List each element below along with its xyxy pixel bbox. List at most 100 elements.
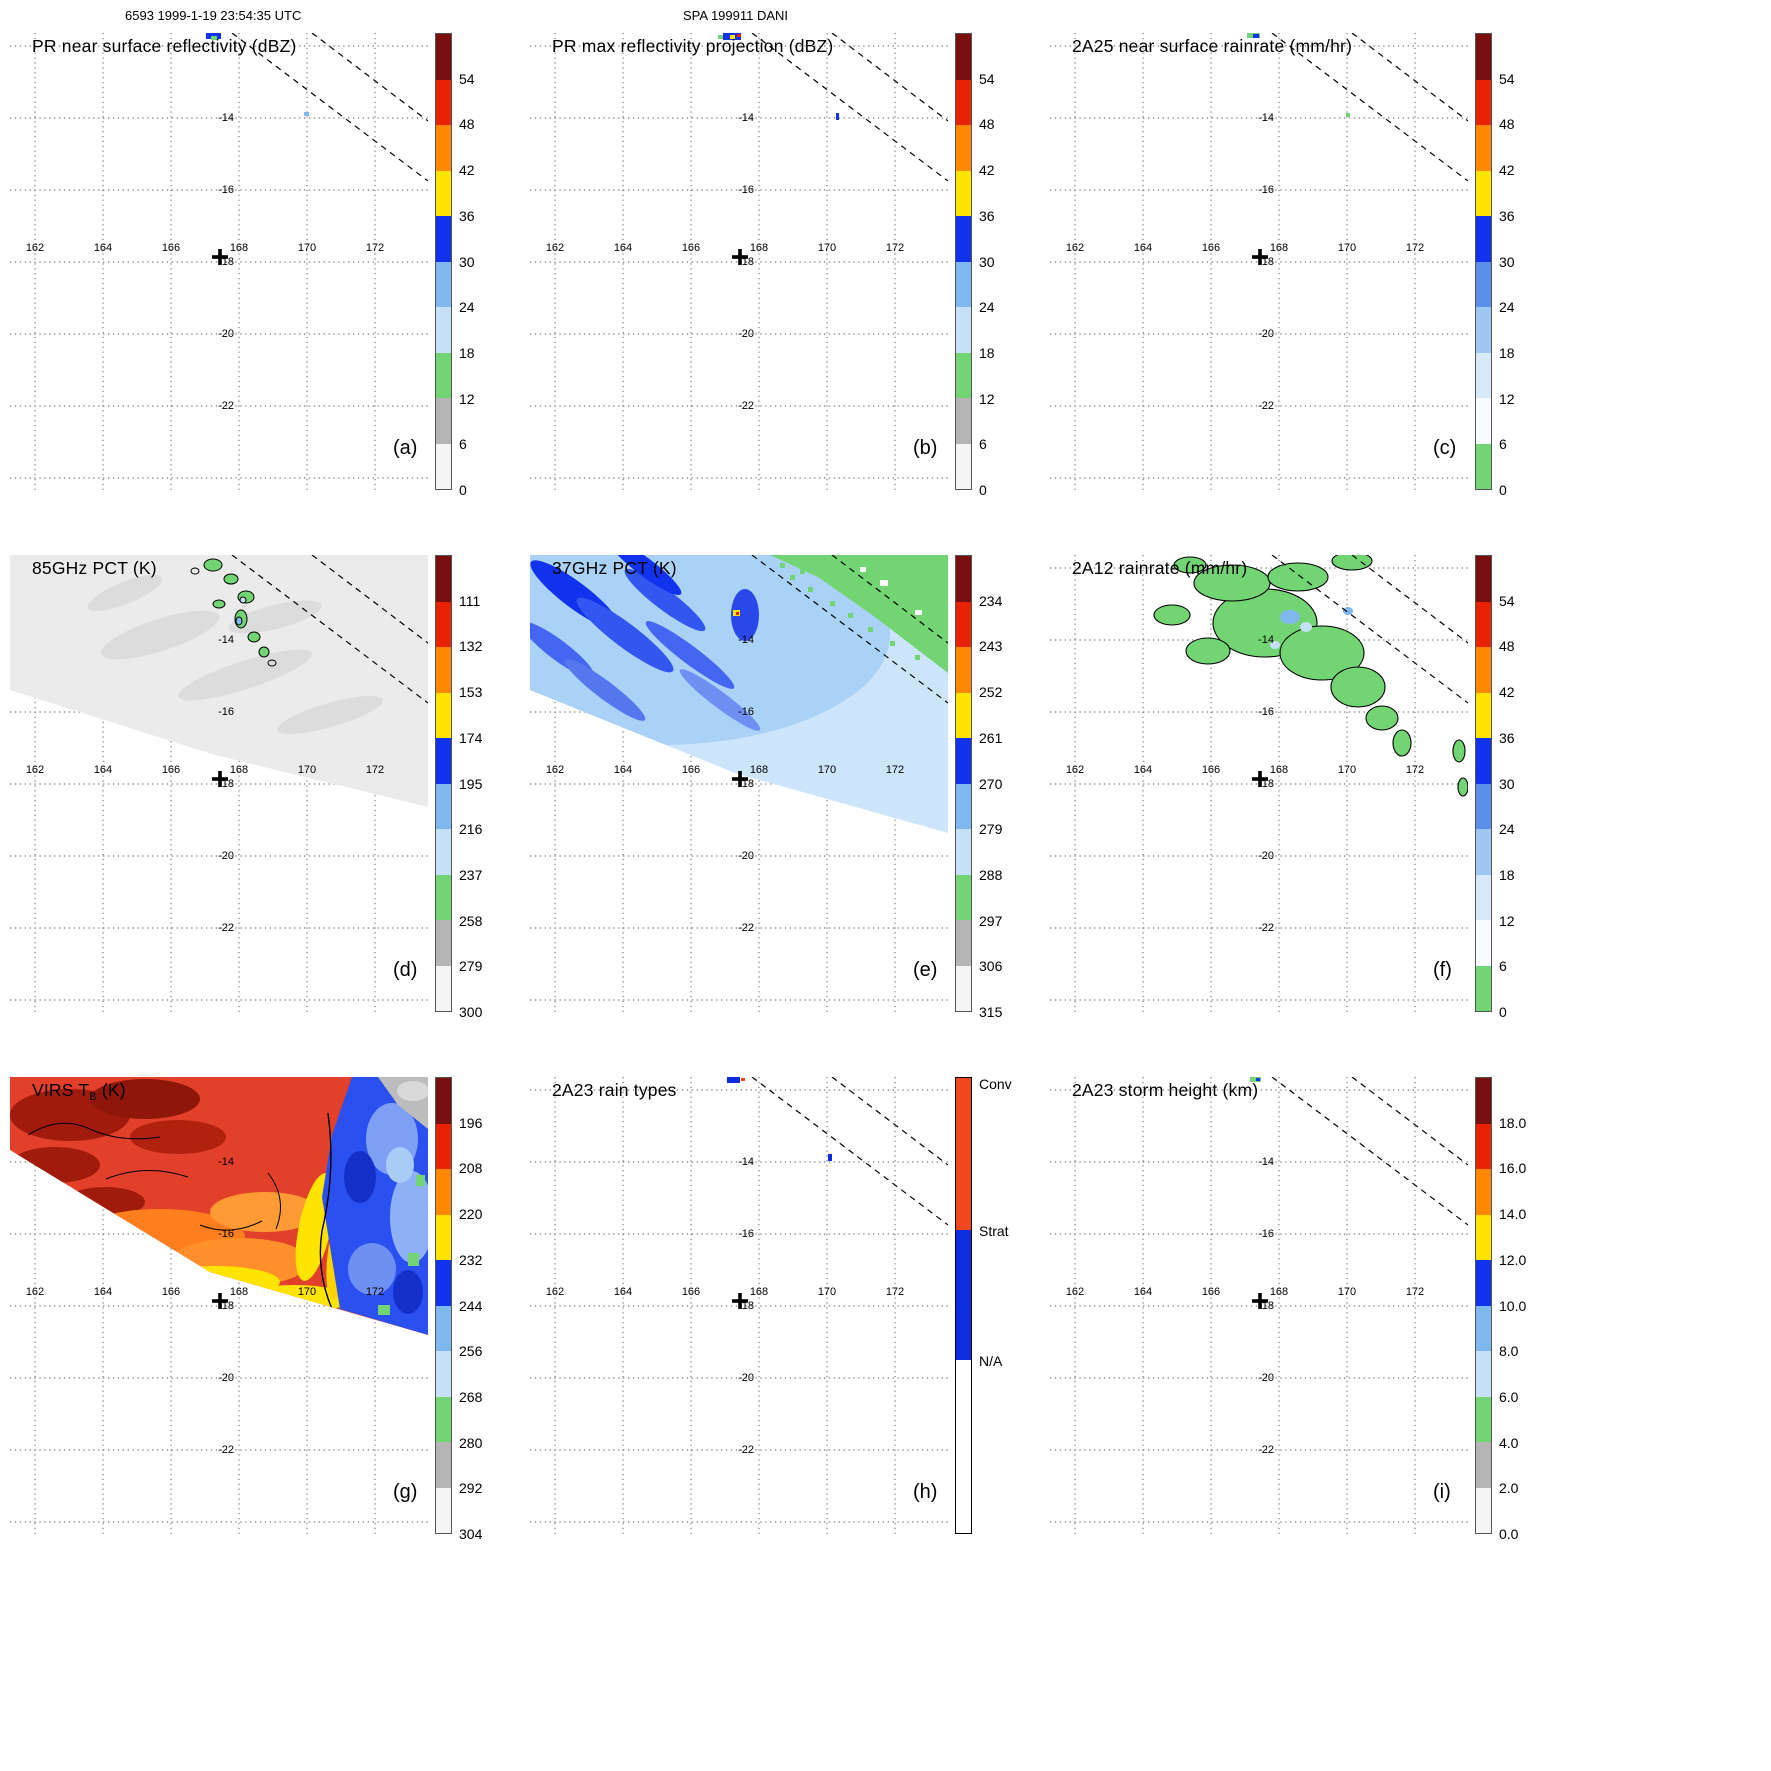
- colorbar-tick-label: 0: [1499, 482, 1507, 498]
- colorbar-tick-label: 42: [979, 162, 995, 178]
- colorbar-tick-label: 174: [459, 730, 483, 746]
- colorbar-segment: [1476, 601, 1491, 647]
- lat-tick-label: -16: [218, 706, 234, 718]
- colorbar-segment: [1476, 965, 1491, 1011]
- colorbar-segment: [436, 1487, 451, 1533]
- lat-tick-label: -14: [738, 634, 754, 646]
- pr-swath-edge-lines: [751, 555, 948, 704]
- lon-tick-label: 170: [1337, 242, 1357, 254]
- colorbar-tick-label: 153: [459, 684, 483, 700]
- colorbar-i: [1475, 1077, 1492, 1534]
- panel-e: 37GHz PCT (K) 162 164 166 168 170 172 -14 -16 -18…: [530, 555, 1046, 1027]
- colorbar-segment: [436, 443, 451, 489]
- colorbar-tick-label: 132: [459, 638, 483, 654]
- colorbar-tick-label: 30: [1499, 776, 1515, 792]
- colorbar-segment: [1476, 125, 1491, 171]
- colorbar-seg-conv: [956, 1078, 971, 1231]
- panel-a: PR near surface reflectivity (dBZ) 162 164…: [10, 33, 526, 505]
- colorbar-tick-label: 234: [979, 593, 1003, 609]
- header-orbit-time: 6593 1999-1-19 23:54:35 UTC: [125, 8, 302, 23]
- colorbar-segment: [956, 965, 971, 1011]
- lat-tick-label: -18: [738, 778, 754, 790]
- colorbar-segment: [956, 692, 971, 738]
- storm-center-cross: [732, 249, 748, 265]
- lon-tick-label: 166: [161, 764, 181, 776]
- colorbar-h: [955, 1077, 972, 1534]
- colorbar-segment: [436, 307, 451, 353]
- colorbar-tick-label: 292: [459, 1480, 483, 1496]
- pr-swath-edge-lines: [231, 33, 428, 182]
- panel-b: PR max reflectivity projection (dBZ) 162 1…: [530, 33, 1046, 505]
- panel-title-h: 2A23 rain types: [552, 1080, 677, 1103]
- colorbar-tick-label: 48: [459, 116, 475, 132]
- lat-tick-label: -14: [738, 1156, 754, 1168]
- colorbar-segment: [956, 874, 971, 920]
- colorbar-tick-label: 24: [459, 299, 475, 315]
- lon-tick-label: 164: [93, 1286, 113, 1298]
- colorbar-segment: [1476, 874, 1491, 920]
- lat-tick-label: -16: [738, 1228, 754, 1240]
- colorbar-segment: [436, 920, 451, 966]
- lon-tick-label: 168: [749, 1286, 769, 1298]
- panel-title-subscript: B: [89, 1091, 97, 1103]
- colorbar-tick-label: 0: [979, 482, 987, 498]
- pct37-field: [530, 555, 948, 745]
- colorbar-tick-label: 48: [1499, 638, 1515, 654]
- panel-letter-c: (c): [1433, 437, 1457, 459]
- colorbar-segment: [1476, 307, 1491, 353]
- lat-tick-label: -16: [218, 1228, 234, 1240]
- lon-tick-label: 164: [1133, 764, 1153, 776]
- colorbar-segment: [1476, 738, 1491, 784]
- panel-title-text: PR near surface reflectivity (dBZ): [32, 36, 297, 56]
- panel-d: 85GHz PCT (K) 162 164 166 168 170 172 -14 -16 -18…: [10, 555, 526, 1027]
- colorbar-segment: [436, 783, 451, 829]
- colorbar-segment: [436, 170, 451, 216]
- lon-tick-label: 166: [681, 1286, 701, 1298]
- lon-tick-label: 170: [1337, 764, 1357, 776]
- lat-tick-label: -22: [1258, 400, 1274, 412]
- lon-tick-label: 166: [161, 1286, 181, 1298]
- colorbar-segment: [1476, 1214, 1491, 1260]
- panel-title-c: 2A25 near surface rainrate (mm/hr): [1072, 36, 1352, 59]
- lon-tick-label: 162: [25, 764, 45, 776]
- colorbar-b: [955, 33, 972, 490]
- rain-blobs: [1153, 555, 1468, 797]
- colorbar-tick-label: 24: [1499, 299, 1515, 315]
- colorbar-segment: [436, 874, 451, 920]
- lon-tick-label: 170: [297, 764, 317, 776]
- lon-tick-label: 168: [1269, 1286, 1289, 1298]
- colorbar-tick-label: 8.0: [1499, 1343, 1519, 1359]
- colorbar-f: [1475, 555, 1492, 1012]
- colorbar-segment: [956, 261, 971, 307]
- map-plot-b: [530, 33, 948, 490]
- colorbar-segment: [956, 783, 971, 829]
- colorbar-tick-label: 18: [459, 345, 475, 361]
- colorbar-e: [955, 555, 972, 1012]
- colorbar-tick-label: 0.0: [1499, 1526, 1519, 1542]
- lon-tick-label: 170: [817, 1286, 837, 1298]
- colorbar-segment: [956, 170, 971, 216]
- colorbar-segment: [436, 692, 451, 738]
- lon-tick-label: 164: [613, 764, 633, 776]
- lat-tick-label: -20: [218, 1372, 234, 1384]
- colorbar-segment: [436, 1442, 451, 1488]
- colorbar-segment: [1476, 170, 1491, 216]
- colorbar-segment: [1476, 352, 1491, 398]
- colorbar-a: [435, 33, 452, 490]
- grid-lines: [10, 33, 428, 490]
- colorbar-segment: [436, 647, 451, 693]
- grid-lines: [1050, 1077, 1468, 1534]
- lat-tick-label: -20: [738, 850, 754, 862]
- colorbar-segment: [1476, 920, 1491, 966]
- colorbar-segment: [436, 34, 451, 80]
- lon-tick-label: 162: [25, 1286, 45, 1298]
- colorbar-tick-label: 18: [1499, 345, 1515, 361]
- lat-tick-label: -14: [738, 112, 754, 124]
- colorbar-tick-label: 30: [459, 254, 475, 270]
- map-plot-c: [1050, 33, 1468, 490]
- colorbar-tick-label: 279: [459, 958, 483, 974]
- lon-tick-label: 162: [545, 1286, 565, 1298]
- lat-tick-label: -18: [218, 1300, 234, 1312]
- colorbar-tick-label: 12: [1499, 913, 1515, 929]
- colorbar-tick-label: 252: [979, 684, 1003, 700]
